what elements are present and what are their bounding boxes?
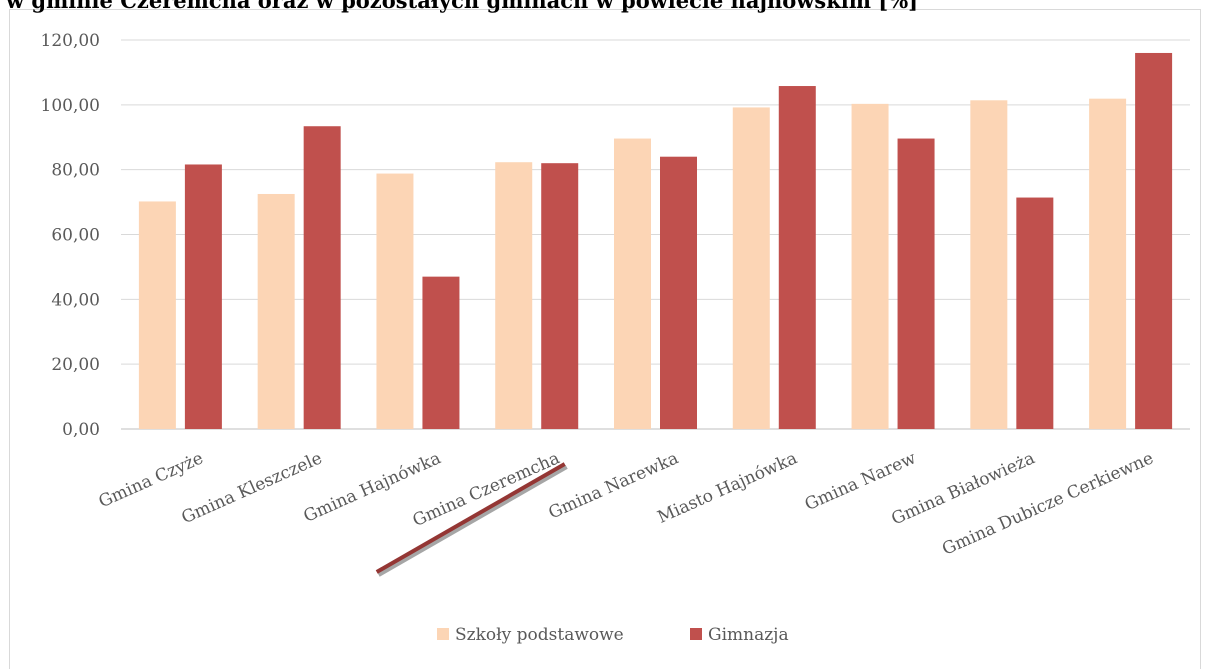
bar-gimnazja	[184, 164, 222, 430]
bar-gimnazja	[422, 276, 460, 429]
bar-gimnazja	[1016, 197, 1054, 429]
bar-gimnazja	[897, 138, 935, 429]
bar-gimnazja	[1135, 52, 1173, 429]
y-tick-label: 80,00	[51, 161, 100, 181]
y-tick-label: 60,00	[51, 226, 100, 246]
x-tick-label: Gmina Czyże	[96, 448, 207, 512]
y-tick-label: 40,00	[51, 290, 100, 310]
x-tick-label: Gmina Dubicze Cerkiewne	[939, 448, 1156, 559]
bar-szkoly-podstawowe	[851, 103, 889, 429]
highlight-underline-shadow	[377, 465, 568, 577]
bar-szkoly-podstawowe	[614, 138, 651, 429]
legend-label: Szkoły podstawowe	[455, 625, 624, 645]
bar-gimnazja	[541, 163, 579, 429]
y-tick-label: 120,00	[41, 31, 100, 51]
y-tick-label: 0,00	[62, 420, 100, 440]
y-tick-label: 100,00	[41, 96, 100, 116]
bar-szkoly-podstawowe	[970, 100, 1008, 430]
bar-szkoly-podstawowe	[257, 193, 295, 429]
y-tick-label: 20,00	[51, 355, 100, 375]
highlight-underline	[375, 462, 566, 574]
chart-frame	[9, 9, 1201, 669]
bar-szkoly-podstawowe	[376, 173, 414, 429]
bar-gimnazja	[660, 156, 697, 429]
legend-swatch	[437, 628, 449, 640]
bar-gimnazja	[303, 126, 341, 429]
legend-swatch	[690, 628, 702, 640]
bar-szkoly-podstawowe	[138, 201, 176, 429]
bar-szkoly-podstawowe	[732, 107, 770, 429]
chart-title: w gminie Czeremcha oraz w pozostałych gm…	[6, 0, 919, 13]
legend-label: Gimnazja	[708, 625, 789, 645]
bar-szkoly-podstawowe	[495, 162, 533, 430]
bar-gimnazja	[778, 86, 816, 429]
bar-szkoly-podstawowe	[1089, 98, 1127, 429]
